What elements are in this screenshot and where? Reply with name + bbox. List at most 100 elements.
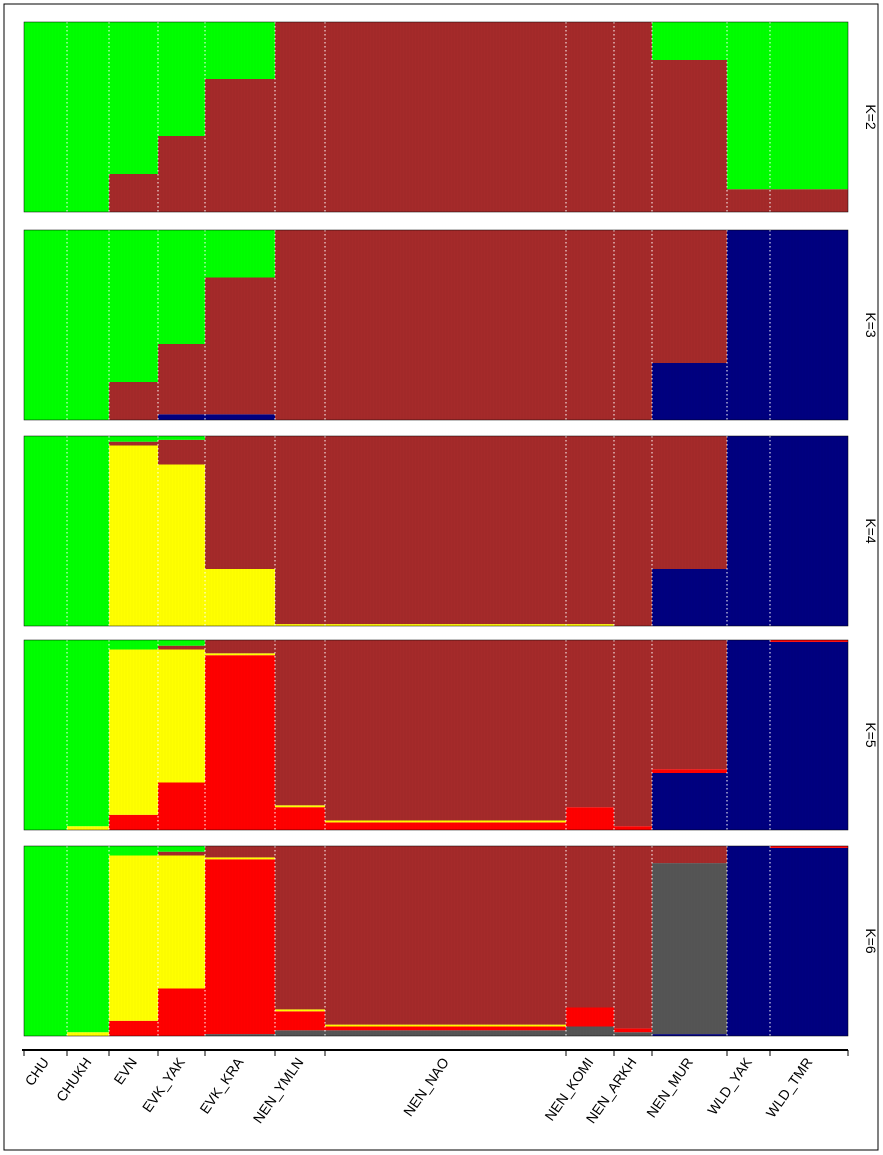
ancestry-segment <box>205 569 275 626</box>
ancestry-segment <box>566 807 614 830</box>
ancestry-segment <box>205 79 275 212</box>
population-label: NEN_MUR <box>643 1055 696 1121</box>
ancestry-segment <box>158 846 205 852</box>
ancestry-segment <box>325 846 566 1025</box>
ancestry-segment <box>566 846 614 1008</box>
panel-title: K=6 <box>863 928 879 954</box>
ancestry-segment <box>275 436 325 625</box>
ancestry-segment <box>652 769 727 773</box>
ancestry-segment <box>109 640 158 650</box>
population-label: WLD_TMR <box>763 1055 816 1121</box>
ancestry-segment <box>566 22 614 212</box>
ancestry-segment <box>652 1034 727 1036</box>
ancestry-segment <box>614 230 652 420</box>
ancestry-segment <box>652 640 727 770</box>
ancestry-segment <box>205 436 275 569</box>
ancestry-segment <box>614 826 652 830</box>
ancestry-segment <box>614 640 652 827</box>
ancestry-segment <box>109 230 158 382</box>
ancestry-segment <box>67 230 109 420</box>
ancestry-segment <box>566 1026 614 1036</box>
ancestry-segment <box>770 847 848 1036</box>
ancestry-segment <box>205 857 275 860</box>
ancestry-segment <box>325 640 566 821</box>
ancestry-segment <box>275 1009 325 1012</box>
panel-border <box>23 845 849 1037</box>
ancestry-segment <box>275 230 325 420</box>
ancestry-segment <box>652 773 727 830</box>
ancestry-segment <box>566 640 614 808</box>
ancestry-segment <box>205 640 275 654</box>
ancestry-segment <box>158 344 205 415</box>
ancestry-segment <box>158 649 205 783</box>
ancestry-segment <box>566 230 614 420</box>
ancestry-segment <box>158 851 205 856</box>
ancestry-segment <box>325 820 566 823</box>
ancestry-segment <box>67 640 109 827</box>
ancestry-segment <box>770 189 848 212</box>
ancestry-segment <box>770 640 848 642</box>
ancestry-segment <box>652 436 727 569</box>
ancestry-segment <box>109 445 158 626</box>
ancestry-segment <box>158 414 205 420</box>
ancestry-segment <box>67 1032 109 1036</box>
ancestry-segment <box>275 640 325 806</box>
ancestry-segment <box>275 1030 325 1036</box>
ancestry-segment <box>325 1030 566 1036</box>
ancestry-segment <box>205 655 275 830</box>
ancestry-segment <box>727 640 770 830</box>
population-label: EVK_YAK <box>139 1054 188 1115</box>
ancestry-segment <box>205 230 275 278</box>
ancestry-segment <box>67 846 109 1033</box>
ancestry-segment <box>727 846 770 1036</box>
population-label: EVK_KRA <box>196 1054 247 1117</box>
ancestry-segment <box>158 464 205 626</box>
ancestry-segment <box>109 846 158 856</box>
panel-title: K=2 <box>863 104 879 130</box>
panel-border <box>23 435 849 627</box>
ancestry-segment <box>727 22 770 190</box>
ancestry-segment <box>109 441 158 446</box>
ancestry-segment <box>109 649 158 815</box>
panel-title: K=3 <box>863 312 879 338</box>
ancestry-segment <box>325 230 566 420</box>
ancestry-segment <box>652 846 727 864</box>
panel-title: K=5 <box>863 722 879 748</box>
ancestry-segment <box>67 436 109 626</box>
ancestry-segment <box>770 436 848 626</box>
ancestry-segment <box>614 436 652 626</box>
ancestry-segment <box>205 22 275 79</box>
ancestry-segment <box>275 846 325 1010</box>
ancestry-segment <box>770 230 848 420</box>
ancestry-segment <box>566 1007 614 1027</box>
ancestry-segment <box>727 189 770 212</box>
ancestry-segment <box>109 436 158 442</box>
ancestry-segment <box>325 822 566 830</box>
population-label: CHUKH <box>53 1055 95 1105</box>
ancestry-segment <box>614 846 652 1029</box>
ancestry-segment <box>275 624 325 626</box>
ancestry-segment <box>275 805 325 808</box>
ancestry-segment <box>770 641 848 830</box>
ancestry-segment <box>325 436 566 625</box>
ancestry-segment <box>158 855 205 989</box>
ancestry-segment <box>614 22 652 212</box>
ancestry-segment <box>158 645 205 650</box>
ancestry-segment <box>614 1032 652 1036</box>
ancestry-segment <box>652 60 727 212</box>
ancestry-segment <box>205 277 275 415</box>
ancestry-segment <box>158 230 205 344</box>
population-label: NEN_NAO <box>400 1054 452 1119</box>
panel-border <box>23 639 849 831</box>
ancestry-segment <box>67 22 109 212</box>
ancestry-segment <box>652 22 727 60</box>
population-label: EVN <box>110 1055 140 1088</box>
ancestry-segment <box>24 640 67 830</box>
ancestry-segment <box>158 640 205 646</box>
ancestry-segment <box>205 846 275 858</box>
ancestry-segment <box>158 136 205 212</box>
ancestry-segment <box>770 846 848 848</box>
ancestry-segment <box>158 782 205 830</box>
